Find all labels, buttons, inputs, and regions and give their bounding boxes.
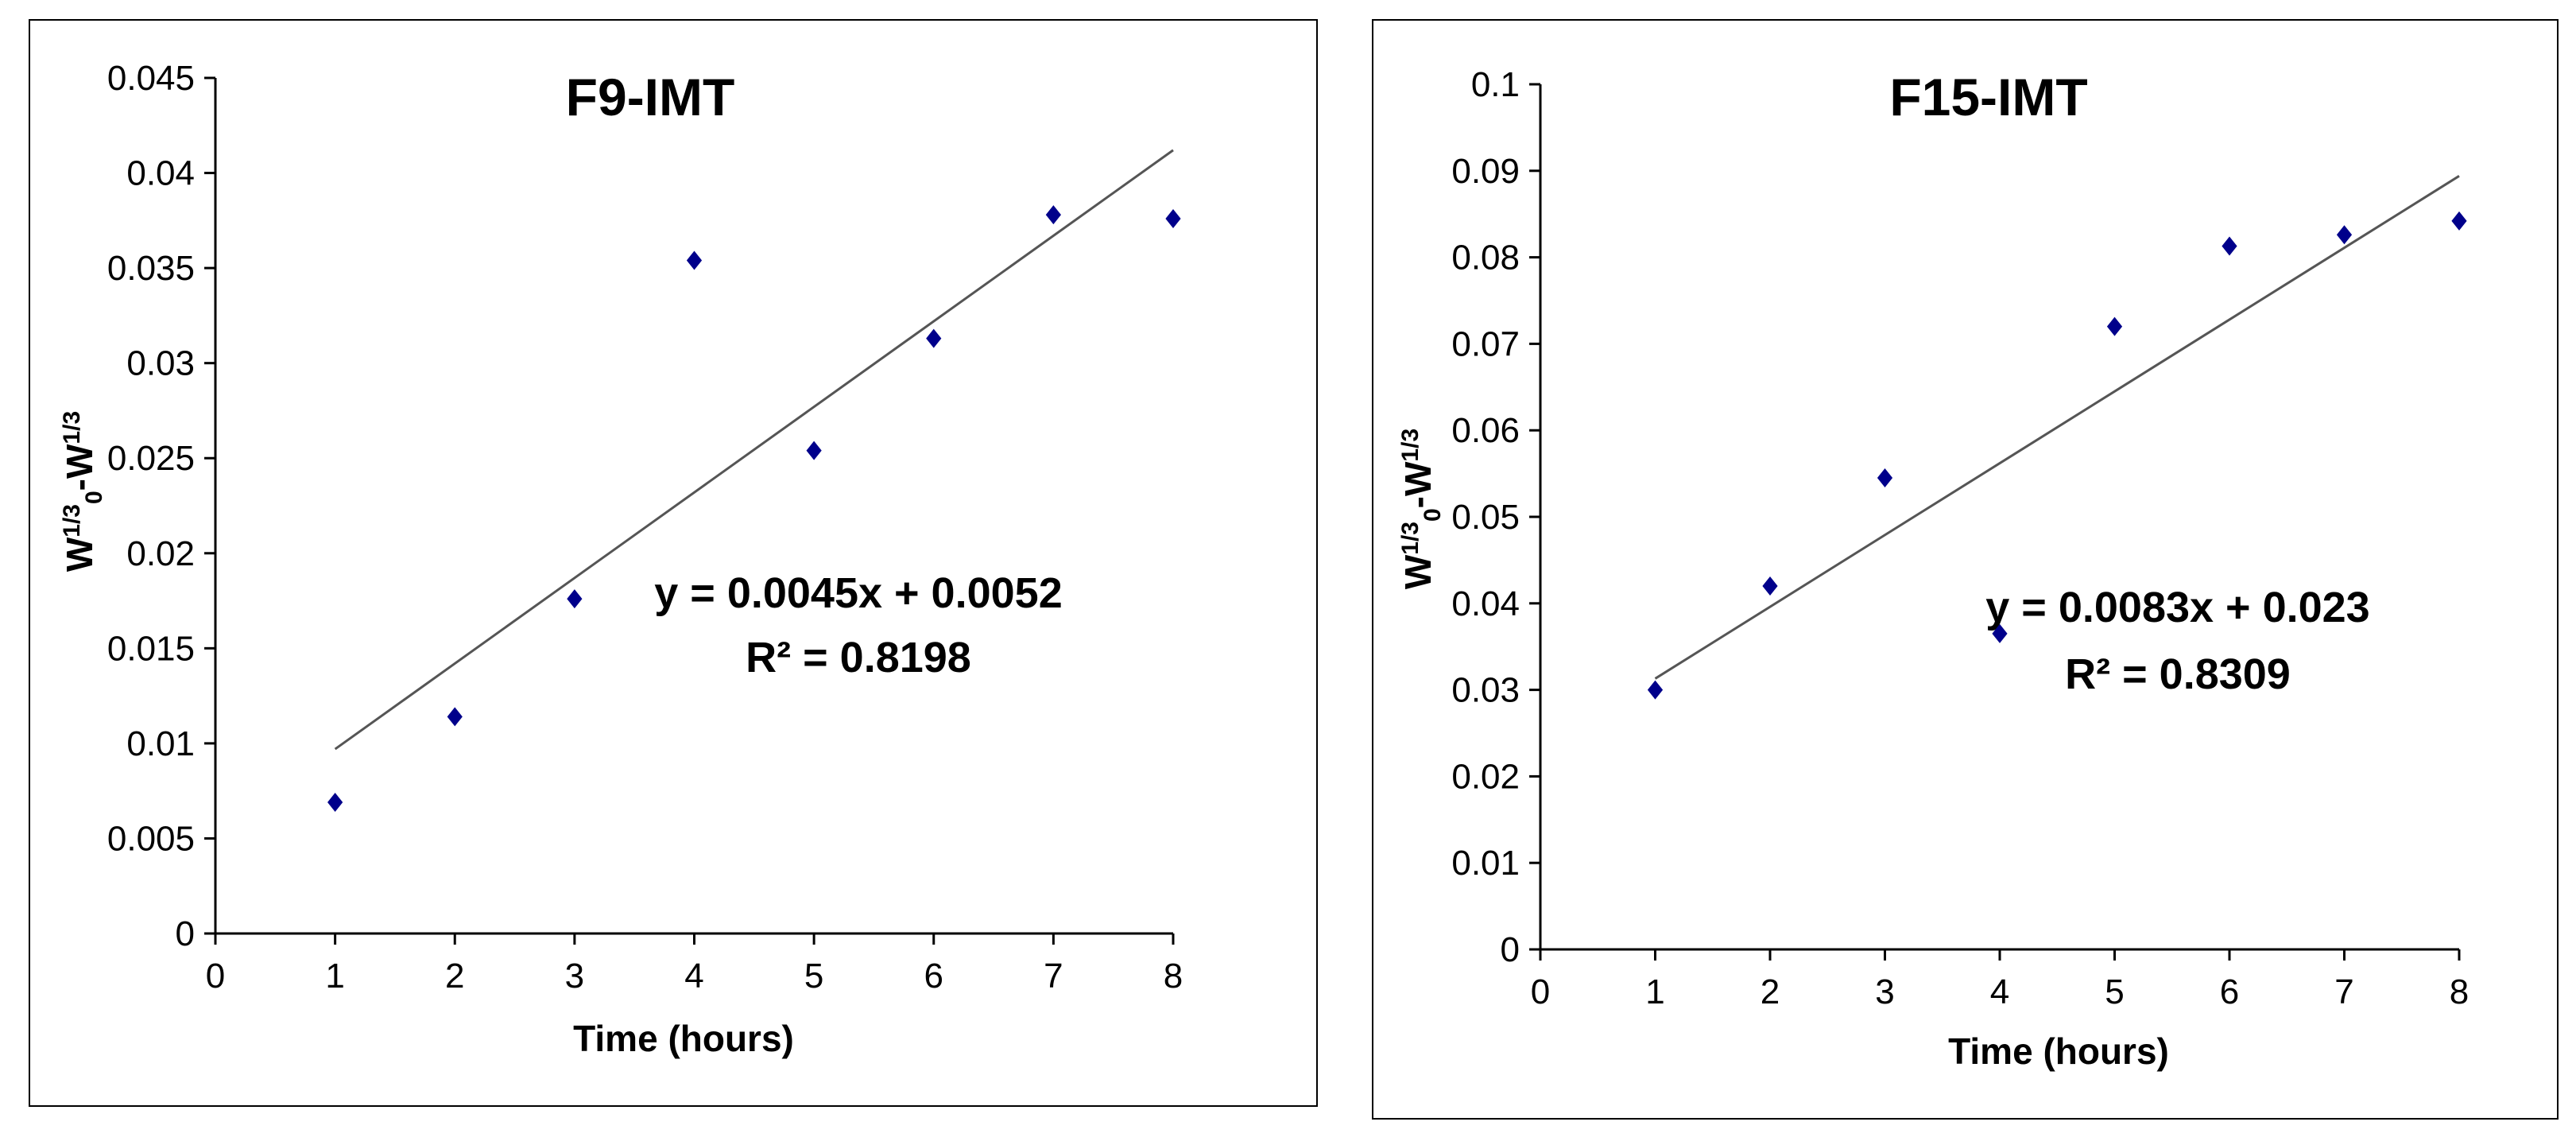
x-tick-label-f9: 3 [565,957,584,996]
x-tick-label-f9: 5 [804,957,823,996]
data-point-f15 [2106,316,2123,336]
y-tick-label-f15: 0.03 [1451,671,1520,710]
data-point-f15 [2451,211,2467,231]
data-point-f15 [2336,225,2353,245]
x-axis-label-f9: Time (hours) [573,1018,794,1059]
y-tick-label-f15: 0.02 [1451,757,1520,796]
x-tick-label-f9: 4 [684,957,703,996]
x-axis-label-f15: Time (hours) [1948,1030,2169,1072]
x-tick-label-f9: 1 [325,957,344,996]
x-tick-label-f15: 2 [1761,972,1780,1011]
trendline-equation-f9: y = 0.0045x + 0.0052 [654,569,1062,617]
chart-panel-f15-imt [1372,19,2559,1120]
y-tick-label-f9: 0.045 [107,59,195,98]
trendline-equation-f15: y = 0.0083x + 0.023 [1985,584,2369,631]
x-tick-label-f9: 2 [445,957,464,996]
y-tick-label-f15: 0.05 [1451,498,1520,537]
data-point-f15 [1877,468,1893,488]
x-tick-label-f15: 3 [1875,972,1894,1011]
y-tick-label-f15: 0.09 [1451,152,1520,191]
data-point-f15 [1992,623,2008,643]
y-tick-label-f9: 0 [176,914,195,953]
r-squared-f9: R² = 0.8198 [746,634,971,681]
y-tick-label-f9: 0.005 [107,819,195,858]
y-tick-label-f9: 0.035 [107,249,195,288]
y-axis-label-f15: W1/30-W1/3 [1397,429,1446,589]
x-tick-label-f9: 7 [1044,957,1063,996]
y-tick-label-f9: 0.02 [126,534,195,573]
data-point-f15 [1647,680,1664,700]
data-point-f9 [567,589,583,609]
y-tick-label-f15: 0.06 [1451,411,1520,450]
data-point-f9 [447,707,463,727]
r-squared-f15: R² = 0.8309 [2065,650,2291,698]
y-axis-label-f9: W1/30-W1/3 [59,411,107,572]
x-tick-label-f9: 6 [924,957,943,996]
trendline-f15 [1654,175,2460,680]
x-tick-label-f15: 0 [1531,972,1550,1011]
y-tick-label-f15: 0.04 [1451,584,1520,623]
y-tick-label-f15: 0.08 [1451,239,1520,278]
y-tick-label-f9: 0.04 [126,154,195,193]
chart-title-f15: F15-IMT [1889,68,2087,126]
chart-title-f9: F9-IMT [566,68,735,126]
y-tick-label-f9: 0.03 [126,344,195,383]
x-tick-label-f15: 7 [2334,972,2353,1011]
x-tick-label-f15: 8 [2450,972,2469,1011]
trendline-f9 [334,149,1174,751]
y-tick-label-f9: 0.01 [126,724,195,763]
y-tick-label-f9: 0.025 [107,439,195,478]
y-tick-label-f9: 0.015 [107,629,195,668]
data-point-f9 [1165,208,1181,228]
y-tick-label-f15: 0.07 [1451,324,1520,363]
data-point-f15 [2222,236,2237,256]
data-point-f9 [926,328,942,348]
y-tick-label-f15: 0 [1501,930,1520,969]
x-tick-label-f15: 1 [1645,972,1664,1011]
x-tick-label-f15: 5 [2105,972,2124,1011]
y-tick-label-f15: 0.01 [1451,844,1520,883]
y-tick-label-f15: 0.1 [1471,65,1520,104]
x-tick-label-f15: 6 [2220,972,2239,1011]
data-point-f9 [327,793,343,813]
x-tick-label-f9: 8 [1164,957,1183,996]
x-tick-label-f9: 0 [206,957,225,996]
data-point-f9 [686,250,703,270]
data-point-f9 [1045,205,1061,225]
x-tick-label-f15: 4 [1990,972,2009,1011]
data-point-f15 [1762,576,1778,596]
data-point-f9 [806,441,822,460]
